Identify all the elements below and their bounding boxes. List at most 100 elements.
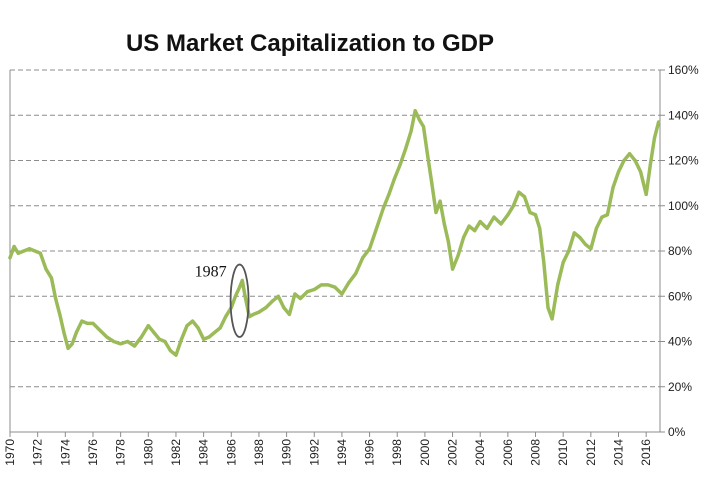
data-point: [347, 281, 351, 285]
y-tick-label: 40%: [668, 335, 692, 349]
data-point: [22, 249, 26, 253]
x-tick-label: 1982: [169, 439, 183, 466]
data-point: [319, 283, 323, 287]
data-point: [287, 312, 291, 316]
y-tick-label: 80%: [668, 244, 692, 258]
data-point: [473, 229, 477, 233]
data-point: [62, 330, 66, 335]
x-tick-label: 2012: [584, 439, 598, 466]
data-point: [251, 312, 256, 316]
y-tick-label: 0%: [668, 425, 686, 439]
data-point: [528, 210, 532, 215]
data-point: [361, 256, 365, 260]
data-point: [387, 192, 391, 197]
data-point: [157, 337, 161, 341]
data-point: [381, 206, 386, 210]
data-point: [627, 152, 632, 156]
x-tick-label: 1980: [141, 439, 155, 466]
data-point: [578, 235, 582, 240]
data-point: [550, 317, 554, 321]
data-point: [367, 247, 372, 251]
data-point: [85, 321, 90, 325]
data-point: [417, 118, 421, 122]
data-point: [648, 163, 652, 167]
data-point: [616, 170, 621, 174]
data-point: [589, 247, 593, 251]
x-tick-label: 1970: [3, 439, 17, 466]
data-point: [657, 120, 661, 124]
data-point: [80, 319, 84, 323]
y-tick-label: 100%: [668, 199, 699, 213]
data-point: [644, 192, 648, 197]
data-point: [168, 348, 173, 353]
y-tick-label: 140%: [668, 108, 699, 122]
data-point: [44, 267, 48, 271]
x-tick-label: 1974: [58, 439, 72, 466]
data-point: [652, 136, 657, 140]
data-point: [91, 321, 95, 325]
x-tick-label: 1990: [280, 439, 294, 466]
data-point: [240, 278, 244, 283]
data-point: [583, 242, 587, 246]
data-point: [561, 260, 565, 264]
data-point: [442, 222, 446, 226]
x-tick-label: 2006: [501, 439, 515, 466]
y-tick-label: 20%: [668, 380, 692, 394]
data-point: [605, 213, 610, 217]
data-point: [434, 210, 438, 215]
x-tick-label: 1986: [224, 439, 238, 466]
data-point: [305, 290, 309, 294]
data-point: [8, 256, 12, 260]
data-point: [438, 199, 442, 203]
data-point: [556, 283, 560, 287]
x-tick-label: 2014: [612, 439, 626, 466]
x-tick-label: 2016: [639, 439, 653, 466]
data-point: [511, 204, 516, 208]
data-point: [213, 330, 217, 335]
data-point: [594, 226, 598, 230]
data-point: [190, 319, 195, 323]
y-tick-label: 120%: [668, 154, 699, 168]
market-cap-gdp-line: [8, 108, 661, 357]
data-point: [633, 158, 637, 163]
data-point: [622, 158, 626, 163]
data-point: [271, 299, 275, 303]
data-point: [450, 267, 455, 271]
data-point: [538, 226, 542, 230]
x-tick-label: 1998: [390, 439, 404, 466]
data-point: [233, 294, 238, 298]
data-point: [446, 240, 451, 244]
x-tick-label: 1978: [114, 439, 128, 466]
x-tick-label: 1992: [307, 439, 321, 466]
data-point: [639, 170, 643, 174]
data-point: [152, 330, 156, 335]
data-point: [517, 190, 521, 194]
data-point: [276, 294, 280, 298]
data-point: [119, 342, 123, 346]
annotation-label: 1987: [195, 264, 227, 281]
data-point: [421, 124, 426, 129]
data-point: [506, 213, 510, 217]
data-point: [105, 335, 109, 339]
data-point: [282, 305, 286, 310]
x-tick-label: 2008: [529, 439, 543, 466]
data-point: [218, 326, 222, 330]
data-point: [12, 244, 16, 249]
data-point: [354, 272, 358, 276]
data-point: [567, 249, 571, 253]
data-point: [312, 287, 316, 292]
y-tick-label: 60%: [668, 289, 692, 303]
data-point: [264, 305, 268, 310]
x-tick-label: 1994: [335, 439, 349, 466]
x-tick-label: 1996: [363, 439, 377, 466]
data-point: [298, 296, 303, 301]
data-point: [125, 339, 130, 344]
data-point: [112, 339, 116, 344]
data-point: [478, 219, 482, 224]
x-tick-label: 2002: [446, 439, 460, 466]
data-point: [27, 247, 31, 251]
data-point: [202, 337, 206, 341]
data-point: [257, 310, 261, 314]
